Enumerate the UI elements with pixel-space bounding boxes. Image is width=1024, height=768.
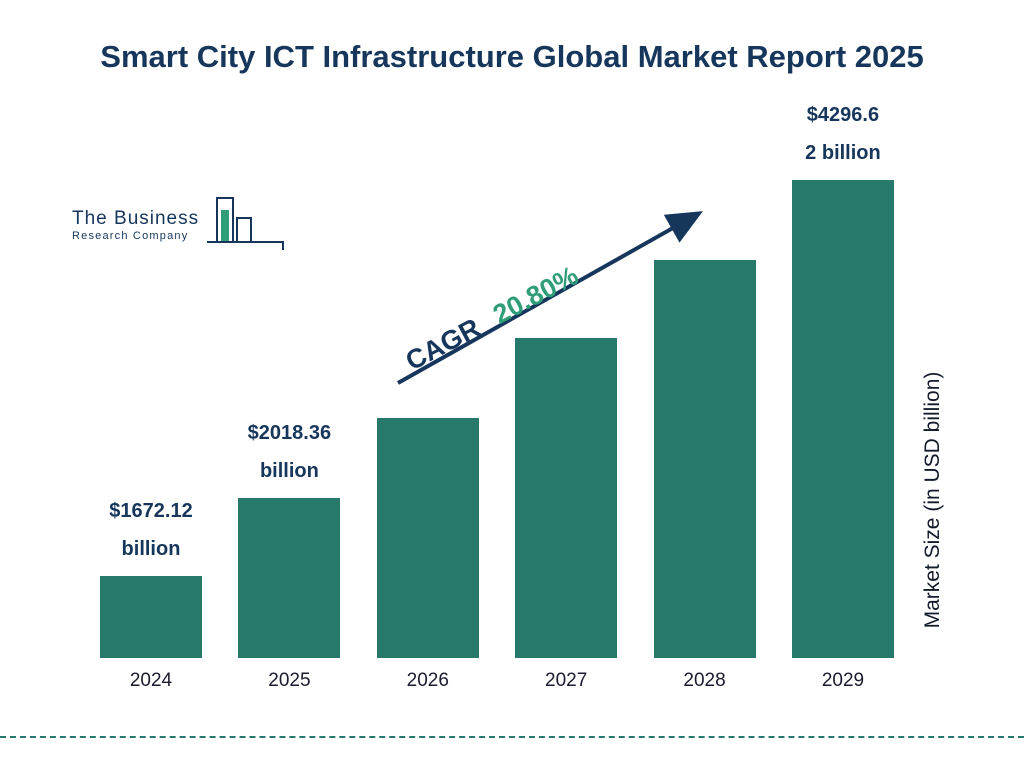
bar-2028	[653, 260, 756, 658]
value-label-2025: $2018.36 billion	[247, 422, 332, 482]
bar-column-2028: 2028	[636, 260, 774, 692]
page-title: Smart City ICT Infrastructure Global Mar…	[100, 39, 924, 74]
bar-column-2027: 2027	[497, 338, 635, 692]
bar-column-2029: $4296.6 2 billion 2029	[774, 96, 912, 692]
bar-column-2024: $1672.12 billion 2024	[82, 492, 220, 692]
company-logo-text: The Business Research Company	[72, 208, 199, 242]
value-label-2024: $1672.12 billion	[109, 500, 193, 560]
bar-2029	[791, 180, 894, 658]
x-tick-2029: 2029	[821, 670, 865, 691]
bar-column-2026: 2026	[359, 418, 497, 692]
bar-chart: $1672.12 billion 2024 $2018.36 billion 2…	[82, 96, 912, 692]
bar-column-2025: $2018.36 billion 2025	[220, 414, 358, 692]
bar-chart-logo-icon	[205, 196, 291, 265]
bar-2024	[100, 576, 202, 658]
company-logo-line1: The Business	[72, 208, 200, 229]
bar-2025	[238, 498, 341, 658]
x-tick-2027: 2027	[545, 670, 588, 691]
x-tick-2026: 2026	[406, 670, 449, 691]
value-label-2029: $4296.6 2 billion	[805, 104, 881, 164]
x-tick-2024: 2024	[129, 670, 173, 691]
x-tick-2025: 2025	[268, 670, 311, 691]
y-axis-label: Market Size (in USD billion)	[921, 371, 944, 629]
bottom-dashed-divider	[0, 736, 1024, 738]
x-tick-2028: 2028	[683, 670, 726, 691]
bar-2026	[376, 418, 479, 658]
bar-2027	[515, 338, 618, 658]
company-logo-line2: Research Company	[72, 230, 189, 242]
company-logo: The Business Research Company	[72, 196, 291, 265]
